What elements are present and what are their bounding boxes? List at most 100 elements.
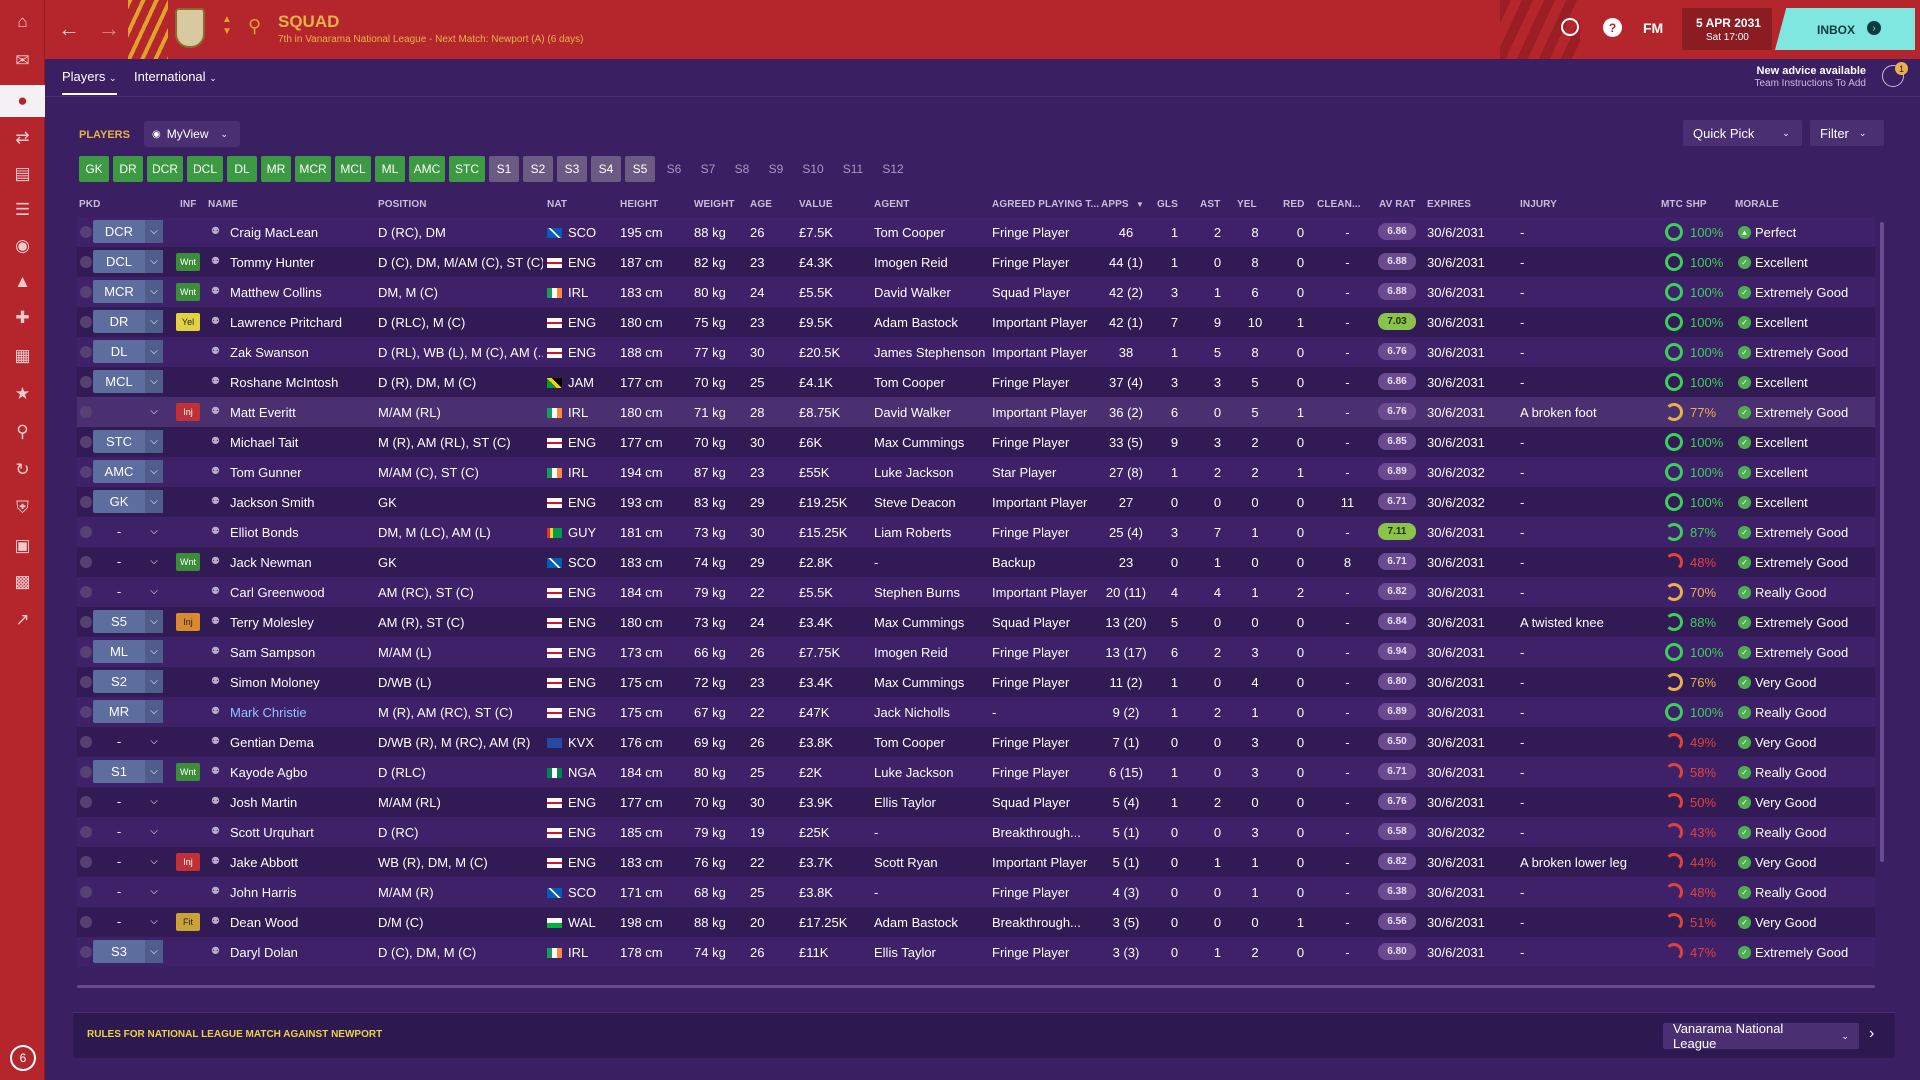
table-row[interactable]: ⌵ Inj ⚉ Matt Everitt M/AM (RL) IRL 180 cm 71 kg… (77, 397, 1875, 427)
column-header-agent[interactable]: AGENT (874, 199, 910, 210)
position-filter-s12[interactable]: S12 (882, 162, 904, 176)
player-name[interactable]: Zak Swanson (230, 345, 309, 360)
medical-icon[interactable]: ✚ (15, 308, 30, 327)
table-row[interactable]: - ⌵ ⚉ Gentian Dema D/WB (R), M (RC), AM (R) K… (77, 727, 1875, 757)
match-rules-link[interactable]: RULES FOR NATIONAL LEAGUE MATCH AGAINST … (87, 1029, 383, 1040)
table-row[interactable]: MCR ⌵ Wnt ⚉ Matthew Collins DM, M (C) IRL 183 c… (77, 277, 1875, 307)
pick-checkbox[interactable] (80, 676, 92, 688)
player-name[interactable]: Daryl Dolan (230, 945, 298, 960)
position-selector[interactable]: - ⌵ (93, 520, 163, 543)
column-header-mtc-shp[interactable]: MTC SHP (1661, 199, 1707, 210)
player-name[interactable]: Carl Greenwood (230, 585, 325, 600)
position-selector[interactable]: MCL ⌵ (93, 370, 163, 393)
table-row[interactable]: - ⌵ Fit ⚉ Dean Wood D/M (C) WAL 198 cm 88 kg 20 £1… (77, 907, 1875, 937)
next-arrow-icon[interactable]: › (1869, 1025, 1875, 1042)
table-row[interactable]: S2 ⌵ ⚉ Simon Moloney D/WB (L) ENG 175 cm 72 kg 2… (77, 667, 1875, 697)
player-name[interactable]: Gentian Dema (230, 735, 314, 750)
player-name[interactable]: Craig MacLean (230, 225, 319, 240)
table-row[interactable]: - ⌵ Inj ⚉ Jake Abbott WB (R), DM, M (C) ENG 183… (77, 847, 1875, 877)
position-selector[interactable]: - ⌵ (93, 850, 163, 873)
position-selector[interactable]: S5 ⌵ (93, 610, 163, 633)
column-header-av-rat[interactable]: AV RAT (1379, 199, 1416, 210)
pick-checkbox[interactable] (80, 286, 92, 298)
table-row[interactable]: ML ⌵ ⚉ Sam Sampson M/AM (L) ENG 173 cm 66 kg 26 £… (77, 637, 1875, 667)
pick-checkbox[interactable] (80, 586, 92, 598)
table-row[interactable]: MR ⌵ ⚉ Mark Christie M (R), AM (RC), ST (C) E… (77, 697, 1875, 727)
column-header-agreed-playing-t[interactable]: AGREED PLAYING T... (992, 199, 1100, 210)
switch-club-icon[interactable]: ▲ ▼ (222, 14, 232, 37)
position-selector[interactable]: - ⌵ (93, 790, 163, 813)
table-row[interactable]: DL ⌵ ⚉ Zak Swanson D (RL), WB (L), M (C), AM… (77, 337, 1875, 367)
table-row[interactable]: - ⌵ Wnt ⚉ Jack Newman GK SCO 183 cm 74 kg 29 £2.8K… (77, 547, 1875, 577)
position-selector[interactable]: ML ⌵ (93, 640, 163, 663)
position-filter-stc[interactable]: STC (449, 156, 485, 182)
pick-checkbox[interactable] (80, 616, 92, 628)
position-selector[interactable]: - ⌵ (93, 910, 163, 933)
column-header-position[interactable]: POSITION (378, 199, 427, 210)
position-selector[interactable]: DR ⌵ (93, 310, 163, 333)
table-bottom-scrollbar[interactable] (77, 985, 1875, 988)
player-name[interactable]: Terry Molesley (230, 615, 314, 630)
column-header-weight[interactable]: WEIGHT (694, 199, 735, 210)
tab-players[interactable]: Players ⌄ (62, 69, 117, 95)
player-name[interactable]: Jackson Smith (230, 495, 315, 510)
column-header-apps[interactable]: APPS (1101, 199, 1129, 210)
chart-icon[interactable]: ↗ (15, 610, 30, 629)
player-name[interactable]: Elliot Bonds (230, 525, 299, 540)
quick-pick-dropdown[interactable]: ⌄ (1770, 120, 1802, 146)
report-icon[interactable]: ▤ (14, 164, 31, 183)
table-row[interactable]: S3 ⌵ ⚉ Daryl Dolan D (C), DM, M (C) IRL 178 cm… (77, 937, 1875, 967)
transfer-icon[interactable]: ⇄ (15, 128, 30, 147)
shield-icon[interactable]: ⛨ (16, 498, 29, 517)
pick-checkbox[interactable] (80, 916, 92, 928)
pick-checkbox[interactable] (80, 766, 92, 778)
fm-menu-button[interactable]: FM (1643, 20, 1664, 36)
column-header-clean[interactable]: CLEAN... (1317, 199, 1361, 210)
finances-icon[interactable]: ▩ (14, 572, 31, 591)
player-name[interactable]: Scott Urquhart (230, 825, 314, 840)
position-filter-dcl[interactable]: DCL (187, 156, 223, 182)
pick-checkbox[interactable] (80, 706, 92, 718)
position-filter-s9[interactable]: S9 (768, 162, 784, 176)
club-crest-icon[interactable] (175, 8, 205, 48)
home-icon[interactable]: ⌂ (17, 12, 28, 31)
filter-button[interactable]: Filter ⌄ (1810, 120, 1884, 146)
table-row[interactable]: DR ⌵ Yel ⚉ Lawrence Pritchard D (RLC), M (C) E… (77, 307, 1875, 337)
player-name[interactable]: Matt Everitt (230, 405, 296, 420)
pick-checkbox[interactable] (80, 826, 92, 838)
player-name[interactable]: Jake Abbott (230, 855, 298, 870)
table-row[interactable]: MCL ⌵ ⚉ Roshane McIntosh D (R), DM, M (C) JAM… (77, 367, 1875, 397)
pick-checkbox[interactable] (80, 796, 92, 808)
table-scrollbar[interactable] (1880, 222, 1884, 862)
player-name[interactable]: Lawrence Pritchard (230, 315, 342, 330)
trophy-icon[interactable]: ★ (14, 384, 31, 403)
position-selector[interactable]: - ⌵ (93, 550, 163, 573)
table-row[interactable]: STC ⌵ ⚉ Michael Tait M (R), AM (RL), ST (C) E… (77, 427, 1875, 457)
position-filter-s2[interactable]: S2 (523, 156, 553, 182)
table-row[interactable]: DCR ⌵ ⚉ Craig MacLean D (RC), DM SCO 195 cm 88 … (77, 217, 1875, 247)
position-selector[interactable]: MCR ⌵ (93, 280, 163, 303)
position-filter-s4[interactable]: S4 (591, 156, 621, 182)
column-header-red[interactable]: RED (1283, 199, 1305, 210)
search-icon[interactable]: ⚲ (248, 16, 262, 36)
column-header-gls[interactable]: GLS (1157, 199, 1178, 210)
column-header-nat[interactable]: NAT (547, 199, 568, 210)
position-filter-dl[interactable]: DL (227, 156, 257, 182)
column-header-ast[interactable]: AST (1200, 199, 1221, 210)
position-selector[interactable]: MR ⌵ (93, 700, 163, 723)
position-selector[interactable]: S2 ⌵ (93, 670, 163, 693)
position-filter-s6[interactable]: S6 (666, 162, 682, 176)
table-row[interactable]: - ⌵ ⚉ Scott Urquhart D (RC) ENG 185 cm 79 kg 19 £… (77, 817, 1875, 847)
table-row[interactable]: S1 ⌵ Wnt ⚉ Kayode Agbo D (RLC) NGA 184 cm 80 kg 2… (77, 757, 1875, 787)
pick-checkbox[interactable] (80, 556, 92, 568)
pick-checkbox[interactable] (80, 736, 92, 748)
help-icon[interactable]: ? (1603, 18, 1622, 37)
forward-icon[interactable]: → (98, 16, 120, 41)
tactics-icon[interactable]: ▲ (14, 272, 31, 291)
back-icon[interactable]: ← (58, 16, 80, 41)
squad-icon[interactable]: ● (0, 85, 45, 117)
position-filter-s8[interactable]: S8 (734, 162, 750, 176)
notification-badge[interactable]: 6 (10, 1045, 36, 1071)
position-filter-mcr[interactable]: MCR (295, 156, 331, 182)
player-name[interactable]: Josh Martin (230, 795, 298, 810)
